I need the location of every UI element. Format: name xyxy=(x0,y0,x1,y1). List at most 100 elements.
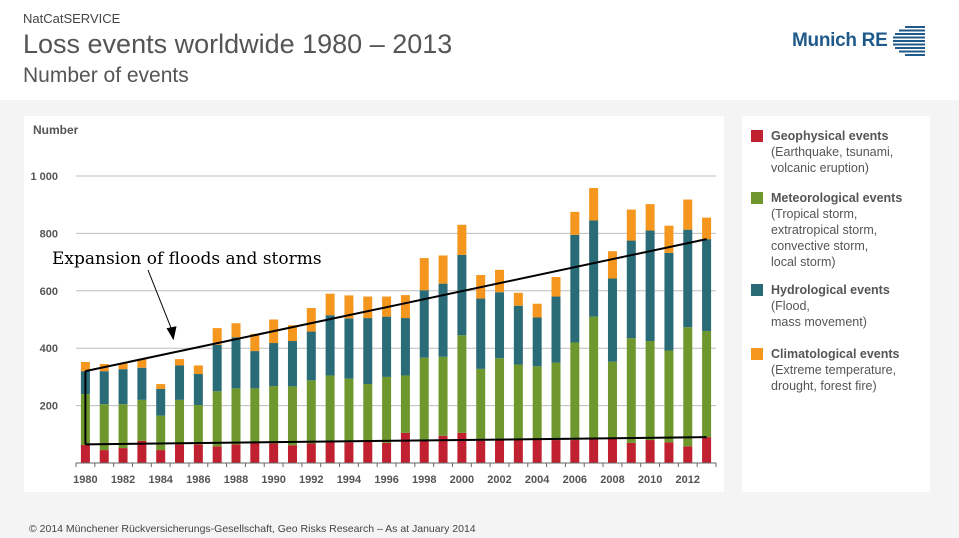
legend-item: Hydrological events (Flood, mass movement) xyxy=(751,282,890,330)
bar-segment xyxy=(306,380,316,444)
annotation-arrow-shaft xyxy=(147,269,174,335)
bar-segment xyxy=(570,342,580,441)
bar-segment xyxy=(344,295,354,319)
bar-segment xyxy=(683,446,693,463)
bar-segment xyxy=(702,330,712,438)
bar-segment xyxy=(532,440,542,463)
bar-segment xyxy=(476,298,486,369)
bar-segment xyxy=(363,384,373,441)
bar-segment xyxy=(400,375,410,433)
x-tick-label: 1992 xyxy=(299,474,323,486)
munich-re-logo: Munich RE xyxy=(792,26,927,56)
legend-description: local storm) xyxy=(771,255,836,269)
bar-segment xyxy=(325,375,335,442)
bar-segment xyxy=(551,362,561,441)
bar-segment xyxy=(212,328,222,345)
bar-segment xyxy=(156,384,166,389)
bar-segment xyxy=(250,351,260,389)
logo-mark-icon xyxy=(893,26,926,56)
bar-segment xyxy=(626,442,636,463)
bar-segment xyxy=(532,317,542,367)
x-tick-label: 2008 xyxy=(600,474,624,486)
bar-segment xyxy=(344,442,354,463)
x-tick-label: 1998 xyxy=(412,474,436,486)
bar-segment xyxy=(99,404,109,451)
legend-swatch xyxy=(751,348,763,360)
bar-segment xyxy=(193,405,203,445)
bar-segment xyxy=(532,366,542,441)
bar-segment xyxy=(175,399,185,445)
bar-segment xyxy=(175,444,185,463)
bar-segment xyxy=(683,229,693,328)
bar-segment xyxy=(137,440,147,463)
kicker: NatCatSERVICE xyxy=(23,11,121,26)
bar-segment xyxy=(400,432,410,463)
legend-swatch xyxy=(751,192,763,204)
bar-segment xyxy=(156,415,166,451)
bar-segment xyxy=(513,364,523,441)
trend-line-upper xyxy=(85,238,707,373)
x-tick-label: 1996 xyxy=(374,474,398,486)
legend-description: (Tropical storm, xyxy=(771,207,858,221)
bar-segment xyxy=(702,217,712,240)
x-tick-label: 2002 xyxy=(487,474,511,486)
bar-segment xyxy=(287,386,297,446)
bar-segment xyxy=(495,358,505,441)
legend-swatch xyxy=(751,130,763,142)
bar-segment xyxy=(607,438,617,463)
bar-segment xyxy=(193,374,203,406)
bar-segment xyxy=(645,341,655,441)
bar-segment xyxy=(118,404,128,449)
x-tick-label: 1990 xyxy=(261,474,285,486)
bar-segment xyxy=(231,337,241,389)
bar-segment xyxy=(607,361,617,439)
legend-description: drought, forest fire) xyxy=(771,379,877,393)
x-tick-label: 1988 xyxy=(224,474,248,486)
bar-segment xyxy=(344,318,354,379)
bar-segment xyxy=(457,335,467,433)
y-tick-label: 600 xyxy=(40,286,58,298)
y-axis-label: Number xyxy=(33,123,79,137)
bar-segment xyxy=(212,391,222,447)
bar-segment xyxy=(570,234,580,343)
bar-segment xyxy=(513,305,523,365)
bar-segment xyxy=(476,368,486,441)
header: NatCatSERVICE Loss events worldwide 1980… xyxy=(0,0,959,100)
logo-text: Munich RE xyxy=(792,30,888,51)
bar-segment xyxy=(626,209,636,241)
bar-segment xyxy=(80,444,90,463)
bar-segment xyxy=(306,331,316,381)
bar-segment xyxy=(664,225,674,253)
bar-segment xyxy=(607,278,617,362)
bar-segment xyxy=(325,293,335,316)
bar-segment xyxy=(306,443,316,463)
bar-segment xyxy=(156,450,166,463)
legend-description: mass movement) xyxy=(771,315,867,329)
legend-item: Climatological events (Extreme temperatur… xyxy=(751,346,900,394)
bar-segment xyxy=(250,442,260,463)
bar-segment xyxy=(589,438,599,463)
bar-segment xyxy=(495,269,505,293)
bar-segment xyxy=(457,432,467,463)
bar-segment xyxy=(589,220,599,317)
bar-segment xyxy=(325,315,335,376)
y-tick-label: 200 xyxy=(40,401,58,413)
bar-segment xyxy=(589,316,599,439)
bar-segment xyxy=(382,442,392,463)
x-tick-label: 2012 xyxy=(676,474,700,486)
bar-segment xyxy=(457,224,467,255)
x-tick-label: 2004 xyxy=(525,474,550,486)
bar-segment xyxy=(626,240,636,339)
legend-description: (Extreme temperature, xyxy=(771,363,897,377)
bar-segment xyxy=(287,341,297,387)
bar-segment xyxy=(419,357,429,440)
bar-segment xyxy=(137,359,147,368)
bar-segment xyxy=(419,290,429,358)
bar-segment xyxy=(645,204,655,231)
x-tick-label: 1980 xyxy=(73,474,97,486)
bar-segment xyxy=(570,211,580,235)
bar-segment xyxy=(212,344,222,392)
legend-description: volcanic eruption) xyxy=(771,161,869,175)
stacked-bar-chart: Number 200 400 600 800 1 000 1980 1982 1984 198… xyxy=(30,123,717,486)
bar-segment xyxy=(438,255,448,284)
